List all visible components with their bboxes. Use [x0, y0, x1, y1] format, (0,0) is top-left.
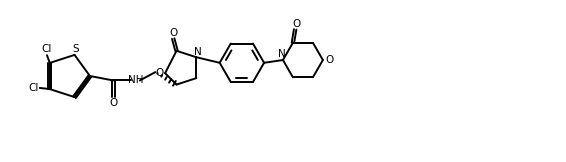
Text: Cl: Cl	[28, 83, 38, 93]
Text: O: O	[156, 68, 164, 78]
Text: N: N	[194, 47, 202, 57]
Text: NH: NH	[128, 75, 143, 85]
Text: N: N	[278, 49, 286, 59]
Text: O: O	[292, 19, 301, 29]
Text: O: O	[325, 55, 334, 65]
Text: S: S	[72, 44, 79, 54]
Text: O: O	[109, 98, 117, 108]
Text: Cl: Cl	[42, 44, 52, 53]
Text: O: O	[169, 28, 177, 38]
